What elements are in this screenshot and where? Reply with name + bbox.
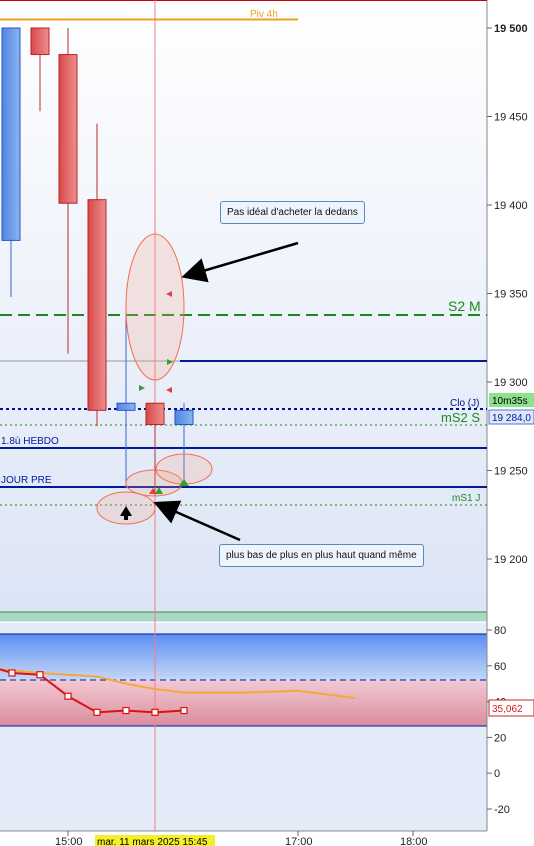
annotation-bottom[interactable]: plus bas de plus en plus haut quand même bbox=[219, 544, 424, 567]
timer-badge bbox=[489, 393, 534, 407]
osc-tick-label: 20 bbox=[494, 732, 506, 744]
price-pane[interactable] bbox=[0, 0, 487, 622]
osc-point bbox=[64, 692, 72, 700]
hebdo-label: 1.8ù HEBDO bbox=[1, 436, 59, 447]
clo-label: Clo (J) bbox=[450, 398, 479, 409]
price-tick-label: 19 350 bbox=[494, 289, 528, 301]
annotation-top[interactable]: Pas idéal d'acheter la dedans bbox=[220, 201, 365, 224]
time-tick-label: 18:00 bbox=[400, 836, 428, 846]
price-tick-label: 19 300 bbox=[494, 377, 528, 389]
osc-value-text: 35,062 bbox=[492, 704, 523, 715]
price-tick-label: 19 200 bbox=[494, 554, 528, 566]
annotation-top-text: Pas idéal d'acheter la dedans bbox=[227, 207, 358, 218]
osc-point bbox=[151, 708, 159, 716]
osc-value-badge bbox=[488, 699, 534, 717]
signal-marker bbox=[166, 291, 172, 297]
candle-body bbox=[1, 27, 21, 241]
time-tick-label: 15:00 bbox=[55, 836, 83, 846]
osc-point bbox=[36, 671, 44, 679]
price-badge bbox=[488, 409, 534, 425]
time-tick-label: 17:00 bbox=[285, 836, 313, 846]
callout-arrow-bottom bbox=[153, 500, 241, 542]
up-arrow-icon bbox=[120, 506, 132, 520]
signal-marker bbox=[167, 359, 173, 365]
signal-marker bbox=[149, 488, 157, 494]
candle-body bbox=[58, 54, 78, 204]
osc-point bbox=[180, 706, 188, 715]
cursor-date-text: mar. 11 mars 2025 15:45 bbox=[97, 837, 208, 846]
osc-point bbox=[8, 669, 16, 677]
signal-marker bbox=[166, 387, 172, 393]
osc-tick-label: 60 bbox=[494, 661, 506, 673]
ms2s-label: mS2 S bbox=[441, 410, 480, 425]
oversold-zone bbox=[0, 680, 487, 726]
annotation-bottom-text: plus bas de plus en plus haut quand même bbox=[226, 550, 417, 561]
price-badge-text: 19 284,0 bbox=[492, 413, 531, 424]
signal-marker bbox=[179, 479, 189, 486]
osc-tick-label: -20 bbox=[494, 804, 510, 816]
zone-ellipse-large[interactable] bbox=[125, 233, 185, 381]
candle-body bbox=[145, 402, 165, 425]
price-tick-label: 19 450 bbox=[494, 112, 528, 124]
osc-tick-label: 0 bbox=[494, 768, 500, 780]
s2m-label: S2 M bbox=[448, 298, 481, 314]
osc-point bbox=[93, 708, 101, 716]
ms1j-label: mS1 J bbox=[452, 493, 480, 504]
candle-body bbox=[174, 409, 194, 425]
price-tick-label: 19 400 bbox=[494, 200, 528, 212]
osc-point bbox=[122, 706, 130, 715]
timer-badge-text: 10m35s bbox=[492, 396, 528, 407]
signal-marker bbox=[155, 487, 163, 494]
piv4h-label: Piv 4h bbox=[250, 9, 278, 20]
candle-body bbox=[87, 199, 107, 411]
signal-marker bbox=[139, 385, 145, 391]
jour-pre-label: JOUR PRE bbox=[1, 475, 52, 486]
overbought-zone bbox=[0, 634, 487, 680]
candle-body bbox=[30, 27, 50, 56]
callout-arrow-top bbox=[181, 241, 299, 283]
candle-body bbox=[116, 402, 136, 411]
cursor-date-badge bbox=[95, 835, 215, 846]
price-tick-label: 19 250 bbox=[494, 466, 528, 478]
osc-signal-line bbox=[0, 668, 356, 700]
price-tick-label: 19 500 bbox=[494, 23, 528, 35]
osc-tick-label: 80 bbox=[494, 625, 506, 637]
pane-separator[interactable] bbox=[0, 612, 487, 621]
